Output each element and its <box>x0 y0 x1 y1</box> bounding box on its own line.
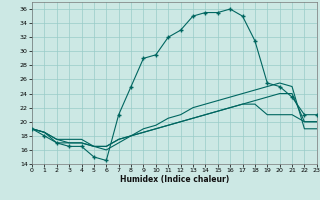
X-axis label: Humidex (Indice chaleur): Humidex (Indice chaleur) <box>120 175 229 184</box>
